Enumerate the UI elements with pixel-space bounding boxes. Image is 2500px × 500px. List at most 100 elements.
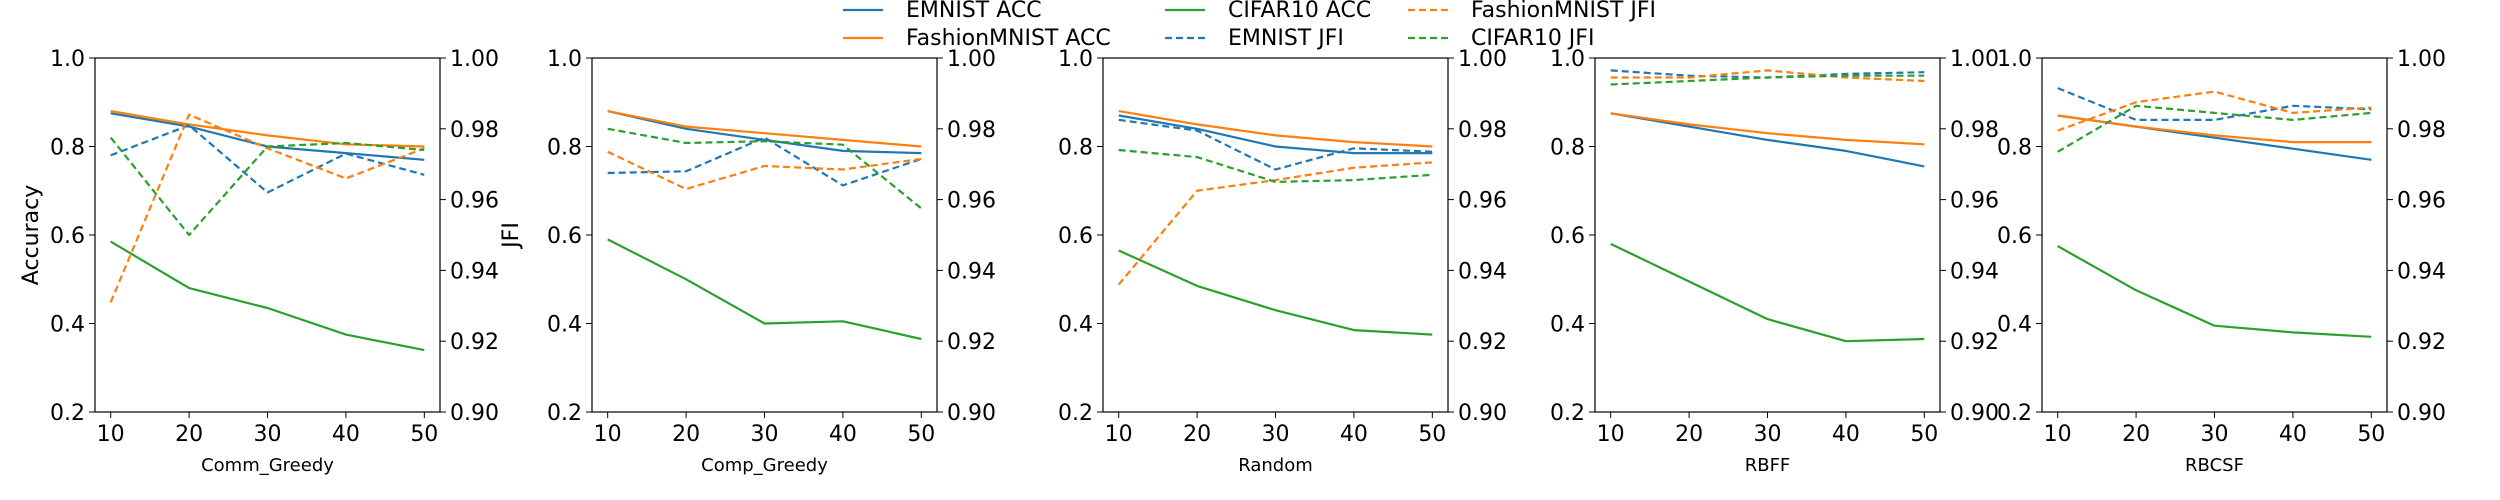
x-tick-label: 40 <box>1340 422 1368 447</box>
series-line-emnist-jfi <box>110 124 425 194</box>
x-tick-label: 20 <box>175 422 203 447</box>
y-left-tick-label: 0.8 <box>1550 136 1585 161</box>
panel-random: 10 20 30 40 50 0.2 0.4 0.6 0.8 1.0 0.90 0.92 0.94 0.9… <box>1058 47 1507 476</box>
x-tick-label: 30 <box>254 422 282 447</box>
series-line-emnist-jfi <box>2057 87 2372 122</box>
x-tick-label: 20 <box>672 422 700 447</box>
series-line-emnist-acc <box>607 110 922 155</box>
y-right-tick-label: 0.92 <box>2397 330 2446 355</box>
y-right-tick-label: 0.90 <box>1458 401 1507 426</box>
series-line-fashionmnist-acc <box>1610 112 1925 146</box>
y-right-tick-label: 1.00 <box>1458 47 1507 72</box>
y-left-tick-label: 0.8 <box>547 136 582 161</box>
series-line-cifar10-jfi <box>2057 104 2372 153</box>
y-left-tick-label: 0.6 <box>1997 224 2032 249</box>
x-axis-label: RBFF <box>1745 455 1791 476</box>
series-line-fashionmnist-acc <box>607 110 922 148</box>
y-left-tick-label: 0.2 <box>547 401 582 426</box>
y-right-tick-label: 0.94 <box>2397 259 2446 284</box>
y-right-tick-label: 0.96 <box>1458 189 1507 214</box>
y-right-tick-label: 0.94 <box>1458 259 1507 284</box>
series-line-cifar10-acc <box>2057 245 2372 338</box>
y-right-tick-label: 0.98 <box>947 118 996 143</box>
y-left-tick-label: 1.0 <box>547 47 582 72</box>
series-line-fashionmnist-jfi <box>607 150 922 191</box>
x-tick-label: 50 <box>1910 422 1938 447</box>
panel-comm-greedy: 10 20 30 40 50 0.2 0.4 0.6 0.8 1.0 0.90 0.92 0.94 0.9… <box>19 47 524 476</box>
y-left-tick-label: 1.0 <box>1058 47 1093 72</box>
y-right-tick-label: 0.96 <box>2397 189 2446 214</box>
legend-entry-cifar10-acc: CIFAR10 ACC <box>1165 0 1371 23</box>
series-line-cifar10-acc <box>1118 249 1433 336</box>
series-line-fashionmnist-jfi <box>1610 69 1925 83</box>
x-tick-label: 30 <box>751 422 779 447</box>
legend-label: EMNIST JFI <box>1228 26 1344 51</box>
series-line-fashionmnist-acc <box>110 110 425 148</box>
x-axis-label: Random <box>1238 455 1313 476</box>
y-right-tick-label: 0.98 <box>2397 118 2446 143</box>
y-right-tick-label: 0.98 <box>1950 118 1999 143</box>
legend-entry-fashionmnist-acc: FashionMNIST ACC <box>843 26 1111 51</box>
panel-rbcsf: 10 20 30 40 50 0.2 0.4 0.6 0.8 1.0 0.90 0.92 0.94 0.9… <box>1997 47 2446 476</box>
y-left-tick-label: 0.4 <box>1058 313 1093 338</box>
y-left-tick-label: 0.4 <box>1997 313 2032 338</box>
x-tick-label: 20 <box>1183 422 1211 447</box>
x-tick-label: 40 <box>332 422 360 447</box>
y-left-tick-label: 1.0 <box>1550 47 1585 72</box>
plot-frame <box>94 57 441 413</box>
x-tick-label: 20 <box>1675 422 1703 447</box>
y-left-tick-label: 0.6 <box>547 224 582 249</box>
legend-label: EMNIST ACC <box>906 0 1042 23</box>
x-tick-label: 30 <box>2201 422 2229 447</box>
y-left-tick-label: 0.4 <box>1550 313 1585 338</box>
y-right-tick-label: 0.90 <box>2397 401 2446 426</box>
series-line-fashionmnist-jfi <box>109 113 425 303</box>
x-tick-label: 30 <box>1262 422 1290 447</box>
y-right-tick-label: 0.94 <box>1950 259 1999 284</box>
y-right-tick-label: 0.92 <box>1950 330 1999 355</box>
y-right-tick-label: 0.90 <box>1950 401 1999 426</box>
x-axis-label: Comp_Greedy <box>701 455 828 476</box>
series-line-emnist-jfi <box>1118 118 1433 171</box>
panel-rbff: 10 20 30 40 50 0.2 0.4 0.6 0.8 1.0 0.90 0.92 0.94 0.9… <box>1550 47 1999 476</box>
series-line-cifar10-acc <box>607 238 922 341</box>
y-left-tick-label: 0.8 <box>1058 136 1093 161</box>
y-left-tick-label: 0.8 <box>50 136 85 161</box>
series-line-fashionmnist-jfi <box>1117 161 1433 286</box>
legend: EMNIST ACC FashionMNIST ACC CIFAR10 ACC EMN… <box>843 0 1656 51</box>
y-left-tick-label: 0.2 <box>1550 401 1585 426</box>
y-axis-label-accuracy: Accuracy <box>19 185 44 285</box>
panels: 10 20 30 40 50 0.2 0.4 0.6 0.8 1.0 0.90 0.92 0.94 0.9… <box>19 47 2446 476</box>
y-right-tick-label: 0.94 <box>947 259 996 284</box>
series-line-cifar10-acc <box>1610 242 1925 343</box>
y-right-tick-label: 1.00 <box>947 47 996 72</box>
y-right-tick-label: 0.96 <box>947 189 996 214</box>
series-line-cifar10-jfi <box>1610 74 1925 86</box>
x-axis-label: Comm_Greedy <box>201 455 334 476</box>
y-right-tick-label: 0.98 <box>450 118 499 143</box>
plot-frame <box>1102 57 1449 413</box>
series-line-cifar10-jfi <box>109 136 425 237</box>
legend-entry-emnist-jfi: EMNIST JFI <box>1165 26 1344 51</box>
series-line-cifar10-jfi <box>607 127 922 210</box>
y-left-tick-label: 0.2 <box>1058 401 1093 426</box>
plot-frame <box>591 57 938 413</box>
y-right-tick-label: 0.92 <box>1458 330 1507 355</box>
series-line-emnist-acc <box>1610 112 1925 168</box>
series-line-fashionmnist-acc <box>1118 110 1433 148</box>
y-left-tick-label: 0.4 <box>50 313 85 338</box>
y-right-tick-label: 1.00 <box>2397 47 2446 72</box>
x-tick-label: 40 <box>829 422 857 447</box>
x-tick-label: 50 <box>410 422 438 447</box>
x-tick-label: 10 <box>97 422 125 447</box>
x-tick-label: 50 <box>1418 422 1446 447</box>
y-right-tick-label: 0.94 <box>450 259 499 284</box>
x-tick-label: 30 <box>1754 422 1782 447</box>
x-tick-label: 40 <box>1832 422 1860 447</box>
y-left-tick-label: 0.8 <box>1997 136 2032 161</box>
y-left-tick-label: 0.6 <box>1058 224 1093 249</box>
series-line-fashionmnist-acc <box>2057 114 2372 144</box>
x-tick-label: 10 <box>1597 422 1625 447</box>
y-left-tick-label: 1.0 <box>1997 47 2032 72</box>
